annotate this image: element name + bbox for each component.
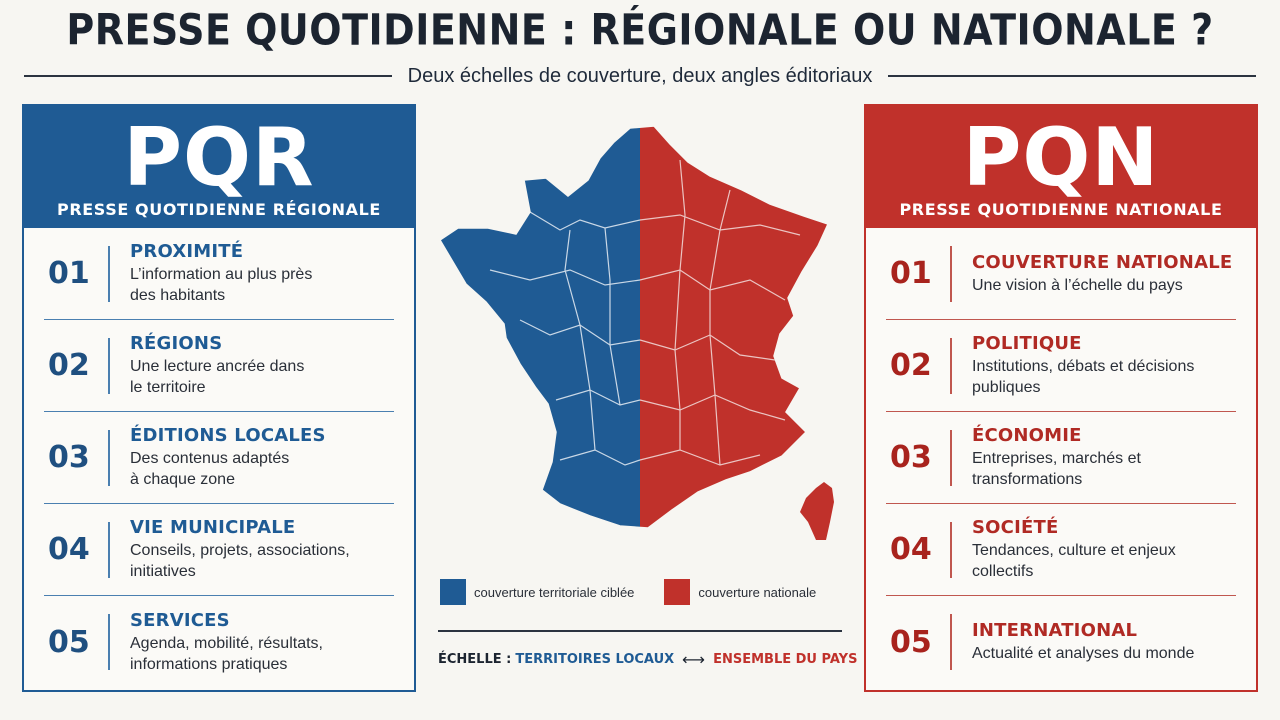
item-number: 05	[890, 624, 932, 660]
item-number: 02	[48, 348, 90, 383]
scale-caption: ÉCHELLE : TERRITOIRES LOCAUX ⟷ ENSEMBLE …	[438, 650, 857, 669]
item-separator	[950, 521, 952, 578]
item-description: Actualité et analyses du monde	[972, 643, 1236, 664]
pqr-header: PQR PRESSE QUOTIDIENNE RÉGIONALE	[24, 106, 414, 228]
region-borders	[489, 211, 641, 466]
item-heading: ÉCONOMIE	[972, 425, 1082, 446]
item-separator	[950, 245, 952, 302]
list-item: 04 SOCIÉTÉ Tendances, culture et enjeux c…	[886, 504, 1236, 596]
list-item: 01 PROXIMITÉ L’information au plus près d…	[44, 228, 394, 320]
item-number: 02	[890, 348, 932, 383]
item-description: Une vision à l’échelle du pays	[972, 275, 1236, 296]
divider	[438, 630, 842, 632]
list-item: 01 COUVERTURE NATIONALE Une vision à l’é…	[886, 228, 1236, 320]
item-description-line: Entreprises, marchés et	[972, 450, 1141, 467]
pqn-abbreviation: PQN	[962, 111, 1160, 204]
item-description: Institutions, débats et décisions publiqu…	[972, 356, 1236, 398]
item-description-line: Institutions, débats et décisions	[972, 358, 1195, 375]
item-heading: COUVERTURE NATIONALE	[972, 251, 1233, 273]
item-description-line: Actualité et analyses du monde	[972, 645, 1195, 662]
item-description-line: Une lecture ancrée dans	[130, 358, 305, 375]
region-borders	[639, 159, 801, 466]
item-separator	[108, 614, 110, 670]
item-description: Tendances, culture et enjeux collectifs	[972, 540, 1236, 582]
pqn-list: 01 COUVERTURE NATIONALE Une vision à l’é…	[866, 228, 1256, 688]
divider	[24, 75, 392, 77]
item-separator	[108, 337, 110, 394]
item-description-line: à chaque zone	[130, 471, 235, 488]
map-legend: couverture territoriale ciblée couvertur…	[440, 578, 850, 606]
item-description-line: L’information au plus près	[130, 266, 313, 283]
item-heading: SERVICES	[130, 609, 230, 631]
list-item: 05 INTERNATIONAL Actualité et analyses d…	[886, 596, 1236, 688]
france-map	[439, 125, 834, 540]
item-description-line: Conseils, projets, associations,	[130, 542, 350, 559]
scale-national: ENSEMBLE DU PAYS	[713, 652, 858, 667]
item-number: 01	[48, 256, 90, 291]
legend-label-national: couverture nationale	[698, 584, 817, 600]
item-description: Agenda, mobilité, résultats, informations…	[130, 633, 394, 675]
item-number: 01	[890, 256, 932, 291]
page-subtitle: Deux échelles de couverture, deux angles…	[407, 64, 873, 87]
scale-local: TERRITOIRES LOCAUX	[515, 652, 675, 667]
list-item: 02 RÉGIONS Une lecture ancrée dans le ter…	[44, 320, 394, 412]
pqn-fullname: PRESSE QUOTIDIENNE NATIONALE	[899, 200, 1223, 219]
page-title: PRESSE QUOTIDIENNE : RÉGIONALE OU NATION…	[66, 5, 1214, 55]
legend-swatch-regional	[440, 579, 466, 605]
list-item: 02 POLITIQUE Institutions, débats et déc…	[886, 320, 1236, 412]
item-heading: RÉGIONS	[130, 333, 223, 354]
item-heading: POLITIQUE	[972, 333, 1082, 354]
pqn-panel: PQN PRESSE QUOTIDIENNE NATIONALE 01 COUV…	[864, 104, 1258, 692]
pqr-panel: PQR PRESSE QUOTIDIENNE RÉGIONALE 01 PROX…	[22, 104, 416, 692]
subtitle-row: Deux échelles de couverture, deux angles…	[24, 62, 1257, 90]
scale-label: ÉCHELLE :	[438, 652, 512, 667]
item-description-line: informations pratiques	[130, 655, 288, 673]
item-heading: VIE MUNICIPALE	[130, 517, 296, 538]
item-heading: ÉDITIONS LOCALES	[130, 425, 326, 446]
item-number: 05	[48, 624, 90, 660]
pqr-list: 01 PROXIMITÉ L’information au plus près d…	[24, 228, 414, 688]
item-description-line: le territoire	[130, 379, 206, 396]
item-description-line: Tendances, culture et enjeux	[972, 542, 1176, 559]
pqr-abbreviation: PQR	[123, 111, 315, 204]
item-description-line: publiques	[972, 379, 1041, 396]
item-number: 04	[890, 532, 932, 567]
item-separator	[950, 337, 952, 394]
item-description: Conseils, projets, associations, initiati…	[130, 540, 394, 582]
legend-label-regional: couverture territoriale ciblée	[474, 584, 635, 600]
item-separator	[108, 245, 110, 302]
item-number: 04	[48, 532, 90, 567]
item-heading: SOCIÉTÉ	[972, 517, 1059, 538]
item-separator	[108, 521, 110, 578]
item-description-line: initiatives	[130, 563, 196, 580]
item-description-line: des habitants	[130, 287, 226, 304]
item-separator	[108, 429, 110, 486]
list-item: 05 SERVICES Agenda, mobilité, résultats,…	[44, 596, 394, 688]
item-description: Une lecture ancrée dans le territoire	[130, 356, 394, 398]
item-description-line: Une vision à l’échelle du pays	[972, 276, 1183, 294]
item-heading: PROXIMITÉ	[130, 241, 244, 262]
pqr-fullname: PRESSE QUOTIDIENNE RÉGIONALE	[57, 200, 381, 219]
item-description: Des contenus adaptés à chaque zone	[130, 448, 394, 490]
list-item: 04 VIE MUNICIPALE Conseils, projets, ass…	[44, 504, 394, 596]
item-description-line: collectifs	[972, 563, 1034, 580]
item-number: 03	[48, 440, 90, 475]
item-heading: INTERNATIONAL	[972, 620, 1138, 641]
item-description: Entreprises, marchés et transformations	[972, 448, 1236, 490]
divider	[888, 75, 1257, 77]
list-item: 03 ÉDITIONS LOCALES Des contenus adaptés…	[44, 412, 394, 504]
double-arrow-icon: ⟷	[682, 650, 706, 669]
corsica	[800, 482, 834, 540]
item-description-line: transformations	[972, 471, 1083, 488]
item-separator	[950, 614, 952, 670]
pqn-header: PQN PRESSE QUOTIDIENNE NATIONALE	[866, 106, 1256, 228]
item-description-line: Agenda, mobilité, résultats,	[130, 634, 323, 652]
item-description: L’information au plus près des habitants	[130, 264, 394, 306]
item-separator	[950, 429, 952, 486]
legend-swatch-national	[664, 579, 691, 605]
item-number: 03	[890, 440, 932, 475]
list-item: 03 ÉCONOMIE Entreprises, marchés et trans…	[886, 412, 1236, 504]
item-description-line: Des contenus adaptés	[130, 450, 290, 467]
